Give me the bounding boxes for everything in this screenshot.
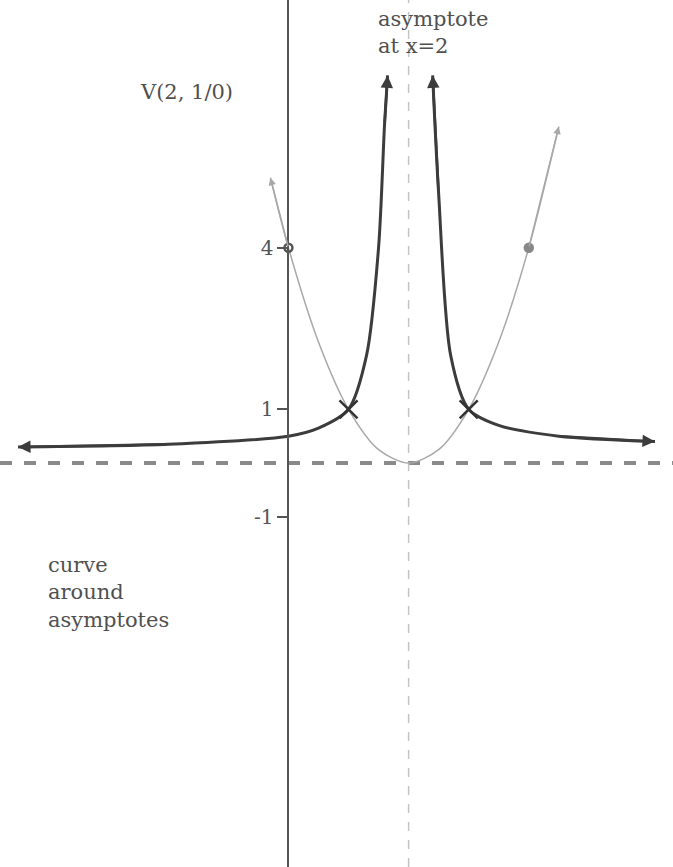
svg-text:curvearoundasymptotes: curvearoundasymptotes bbox=[48, 553, 169, 632]
svg-text:4: 4 bbox=[261, 236, 274, 260]
svg-text:asymptoteat x=2: asymptoteat x=2 bbox=[378, 7, 488, 58]
svg-text:V(2, 1/0): V(2, 1/0) bbox=[140, 80, 233, 104]
svg-text:-1: -1 bbox=[254, 505, 273, 529]
svg-text:1: 1 bbox=[261, 397, 274, 421]
